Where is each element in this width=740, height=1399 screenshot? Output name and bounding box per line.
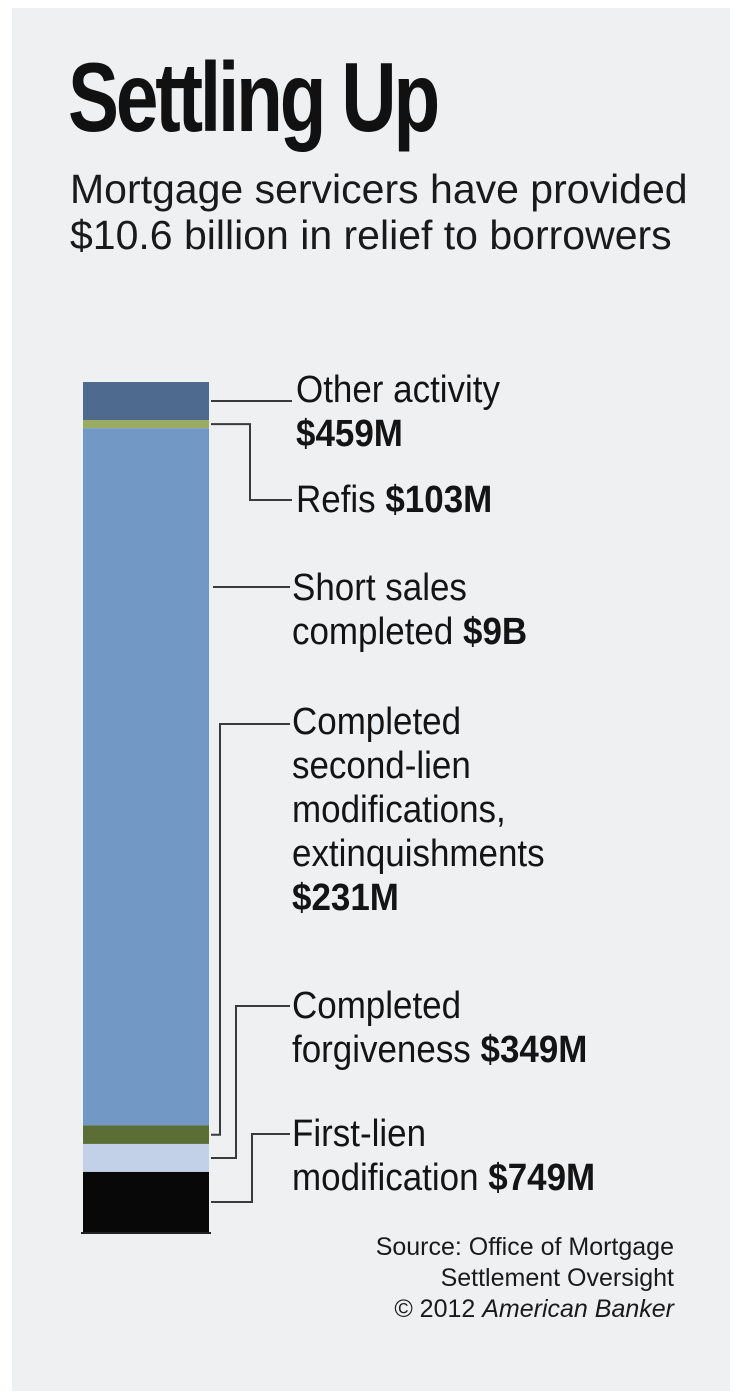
bar-segment-other xyxy=(83,382,209,420)
leader-refis xyxy=(211,423,292,501)
leader-first-lien xyxy=(211,1133,290,1203)
label-text: forgiveness xyxy=(292,1029,471,1071)
publisher: American Banker xyxy=(482,1295,674,1323)
label-short-sales: Short sales completed $9B xyxy=(292,566,527,654)
label-other-activity: Other activity $459M xyxy=(296,368,500,456)
label-text: modification xyxy=(292,1157,479,1199)
label-value: $103M xyxy=(385,479,493,521)
bar-segment-forgive xyxy=(83,1143,209,1172)
chart-subtitle: Mortgage servicers have provided $10.6 b… xyxy=(70,166,688,258)
label-text: Completed xyxy=(292,985,462,1027)
label-text: completed xyxy=(292,611,454,653)
bar-column xyxy=(81,382,211,1234)
label-first-lien: First-lien modification $749M xyxy=(292,1112,595,1200)
label-value: $9B xyxy=(463,611,528,653)
label-second-lien: Completed second-lien modifications, ext… xyxy=(292,700,545,920)
copyright: © 2012 xyxy=(394,1295,476,1323)
label-text: modifications, xyxy=(292,789,506,831)
bar-segment-refis xyxy=(83,420,209,429)
label-value: $231M xyxy=(292,877,399,919)
leader-second-lien xyxy=(211,723,290,1136)
source-line: Source: Office of Mortgage xyxy=(375,1233,674,1261)
source-line: Settlement Oversight xyxy=(440,1264,674,1292)
label-text: Completed xyxy=(292,701,462,743)
label-text: Other activity xyxy=(296,369,500,411)
chart-title: Settling Up xyxy=(68,42,440,152)
bar-segment-second xyxy=(83,1125,209,1144)
label-text: Short sales xyxy=(292,567,467,609)
bar-segment-first xyxy=(83,1171,209,1232)
source-credit: Source: Office of Mortgage Settlement Ov… xyxy=(376,1232,674,1325)
label-text: First-lien xyxy=(292,1113,427,1155)
label-text: extinquishments xyxy=(292,833,545,875)
leader-forgiveness xyxy=(211,1005,290,1159)
leader-lines xyxy=(211,400,292,1203)
label-text: second-lien xyxy=(292,745,471,787)
label-forgiveness: Completed forgiveness $349M xyxy=(292,984,587,1072)
label-value: $459M xyxy=(296,413,403,455)
label-value: $349M xyxy=(480,1029,588,1071)
bar-segment-short xyxy=(83,428,209,1126)
label-value: $749M xyxy=(488,1157,596,1199)
label-refis: Refis $103M xyxy=(296,478,492,522)
label-text: Refis xyxy=(296,479,376,521)
